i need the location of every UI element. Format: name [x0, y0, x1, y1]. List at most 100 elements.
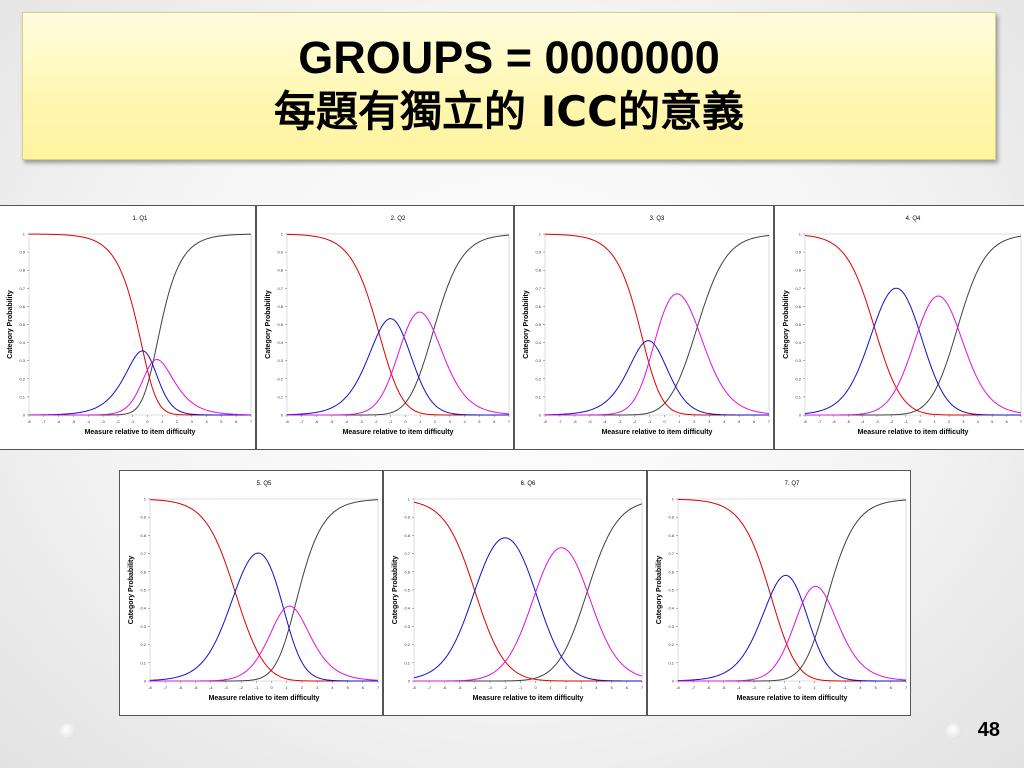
x-tick-label: -8: [412, 685, 416, 690]
x-tick-label: -8: [285, 419, 289, 424]
chart-panel-q6: 6. Q6 0 0.1 0.2 0.3 0.4 0.5 0.6 0.7 0.8 0.9 1 -8 -7 -6…: [383, 470, 647, 716]
y-tick-label: 0.2: [535, 376, 541, 381]
x-tick-label: -6: [57, 419, 61, 424]
y-tick-label: 1: [799, 232, 802, 237]
x-axis-label: Measure relative to item difficulty: [737, 695, 848, 702]
y-tick-label: 0.3: [277, 358, 283, 363]
x-tick-label: 3: [191, 419, 194, 424]
category-4-curve: [805, 235, 1022, 416]
y-tick-label: 0.7: [795, 286, 801, 291]
x-tick-label: 7: [905, 685, 908, 690]
y-tick-label: 0.6: [140, 569, 146, 574]
y-tick-label: 0.3: [535, 358, 541, 363]
x-tick-label: -6: [707, 685, 711, 690]
x-axis-label: Measure relative to item difficulty: [343, 429, 454, 436]
x-tick-label: -1: [519, 685, 523, 690]
y-tick-label: 0.4: [668, 606, 674, 611]
y-tick-label: 0.8: [19, 268, 25, 273]
category-3-curve: [678, 585, 907, 682]
x-tick-label: 6: [753, 419, 756, 424]
y-tick-label: 0.2: [277, 376, 283, 381]
plot-frame: [677, 498, 907, 682]
x-tick-label: -6: [179, 685, 183, 690]
x-tick-label: -5: [330, 419, 334, 424]
y-tick-label: 0.4: [404, 606, 410, 611]
x-axis-label: Measure relative to item difficulty: [602, 429, 713, 436]
y-axis-label: Category Probability: [523, 290, 530, 359]
x-tick-label: 2: [829, 685, 832, 690]
chart-title: 6. Q6: [521, 481, 536, 487]
y-tick-label: 0.1: [795, 394, 801, 399]
y-tick-label: 0.5: [668, 588, 674, 593]
x-tick-label: 6: [493, 419, 496, 424]
y-tick-label: 0.6: [668, 569, 674, 574]
y-tick-label: 0.1: [277, 394, 283, 399]
x-tick-label: 2: [693, 419, 696, 424]
y-tick-label: 0.8: [277, 268, 283, 273]
y-tick-label: 0.4: [277, 340, 283, 345]
x-tick-label: -7: [558, 419, 562, 424]
x-tick-label: -7: [163, 685, 167, 690]
x-tick-label: 5: [220, 419, 223, 424]
chart-panel-q3: 3. Q3 0 0.1 0.2 0.3 0.4 0.5 0.6 0.7 0.8 0.9 1 -8 -7 -6…: [514, 205, 774, 450]
chart-svg: 4. Q4 0 0.1 0.2 0.3 0.4 0.5 0.6 0.7 0.8 0.9 1 -8 -7 -6…: [783, 216, 1023, 436]
x-tick-label: -4: [603, 419, 607, 424]
x-tick-label: -3: [224, 685, 228, 690]
y-tick-label: 0.5: [404, 588, 410, 593]
x-tick-label: 0: [534, 685, 537, 690]
chart-svg: 7. Q7 0 0.1 0.2 0.3 0.4 0.5 0.6 0.7 0.8 0.9 1 -8 -7 -6…: [656, 481, 908, 702]
y-tick-label: 0: [539, 413, 542, 418]
x-tick-label: -5: [588, 419, 592, 424]
x-tick-label: -2: [890, 419, 894, 424]
x-tick-label: 4: [723, 419, 726, 424]
x-tick-label: 0: [146, 419, 149, 424]
category-1-curve: [544, 233, 769, 416]
x-tick-label: 4: [859, 685, 862, 690]
x-tick-label: -2: [116, 419, 120, 424]
x-tick-label: -5: [72, 419, 76, 424]
x-tick-label: -8: [27, 419, 31, 424]
chart-panel-q2: 2. Q2 0 0.1 0.2 0.3 0.4 0.5 0.6 0.7 0.8 0.9 1 -8 -7 -6…: [256, 205, 514, 450]
x-tick-label: -1: [131, 419, 135, 424]
chart-panel-q7: 7. Q7 0 0.1 0.2 0.3 0.4 0.5 0.6 0.7 0.8 0.9 1 -8 -7 -6…: [647, 470, 911, 716]
y-tick-label: 0.1: [19, 394, 25, 399]
category-1-curve: [149, 499, 378, 682]
category-2-curve: [677, 574, 906, 682]
x-tick-label: -6: [315, 419, 319, 424]
y-tick-label: 0.3: [668, 624, 674, 629]
x-tick-label: 4: [595, 685, 598, 690]
y-axis-label: Category Probability: [7, 290, 14, 359]
chart-title: 2. Q2: [391, 216, 406, 222]
y-tick-label: 0.3: [404, 624, 410, 629]
category-2-curve: [804, 287, 1021, 416]
category-4-curve: [150, 499, 379, 682]
y-tick-label: 0.7: [404, 551, 410, 556]
x-tick-label: 0: [919, 419, 922, 424]
y-tick-label: 0.3: [19, 358, 25, 363]
x-tick-label: -3: [752, 685, 756, 690]
slide-subtitle: 每題有獨立的 ICC的意義: [274, 87, 744, 136]
x-tick-label: 7: [768, 419, 771, 424]
x-tick-label: -3: [488, 685, 492, 690]
x-tick-label: 5: [991, 419, 994, 424]
x-tick-label: 1: [286, 685, 289, 690]
x-tick-label: -5: [458, 685, 462, 690]
x-tick-label: 2: [948, 419, 951, 424]
x-tick-label: 5: [874, 685, 877, 690]
x-tick-label: 1: [161, 419, 164, 424]
category-1-curve: [28, 233, 251, 416]
y-tick-label: 1: [408, 497, 411, 502]
decorative-dot-right: [946, 723, 962, 739]
x-tick-label: 5: [738, 419, 741, 424]
x-tick-label: -3: [359, 419, 363, 424]
x-tick-label: 7: [250, 419, 253, 424]
x-tick-label: -7: [300, 419, 304, 424]
x-tick-label: -8: [803, 419, 807, 424]
y-tick-label: 0.2: [19, 376, 25, 381]
x-tick-label: -7: [818, 419, 822, 424]
chart-panel-q5: 5. Q5 0 0.1 0.2 0.3 0.4 0.5 0.6 0.7 0.8 0.9 1 -8 -7 -6…: [119, 470, 383, 716]
category-2-curve: [149, 552, 378, 682]
y-tick-label: 0.9: [140, 515, 146, 520]
x-tick-label: -7: [691, 685, 695, 690]
x-tick-label: 7: [508, 419, 511, 424]
